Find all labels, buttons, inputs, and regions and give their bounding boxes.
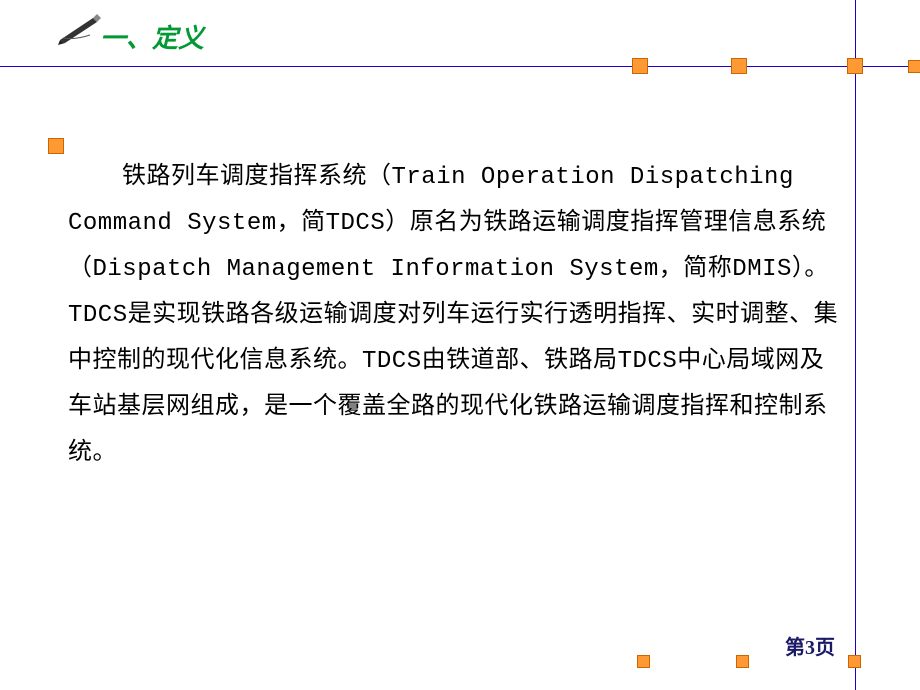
decorative-square — [908, 60, 920, 73]
vertical-divider — [855, 0, 856, 690]
decorative-square — [848, 655, 861, 668]
decorative-square — [731, 58, 747, 74]
pen-icon — [55, 10, 105, 45]
horizontal-divider — [0, 66, 920, 67]
decorative-square — [847, 58, 863, 74]
body-text-content: 铁路列车调度指挥系统（Train Operation Dispatching C… — [68, 164, 838, 467]
decorative-square — [632, 58, 648, 74]
page-number: 第3页 — [785, 631, 835, 660]
decorative-square — [637, 655, 650, 668]
decorative-square — [48, 138, 64, 154]
body-paragraph: 铁路列车调度指挥系统（Train Operation Dispatching C… — [68, 155, 848, 477]
decorative-square — [736, 655, 749, 668]
slide-title: 一、定义 — [100, 18, 204, 55]
